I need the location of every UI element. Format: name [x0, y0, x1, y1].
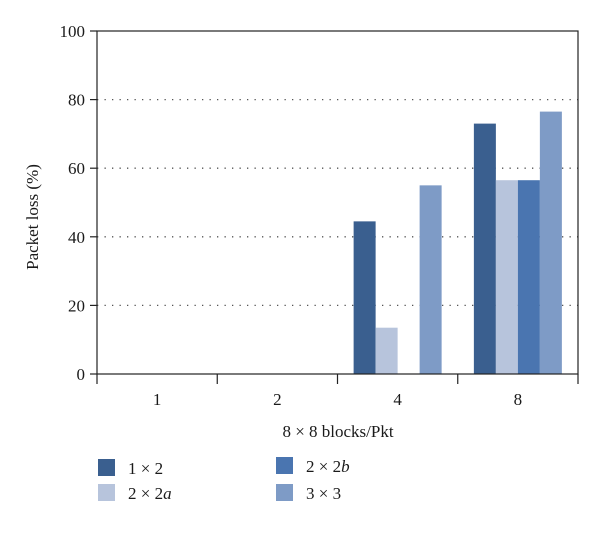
legend-swatch — [98, 484, 115, 501]
legend-label: 2 × 2a — [128, 484, 172, 503]
legend-swatch — [276, 484, 293, 501]
legend-swatch — [98, 459, 115, 476]
bar — [353, 221, 376, 374]
x-tick-label: 4 — [393, 390, 402, 409]
y-tick-label: 100 — [60, 22, 86, 41]
grid-lines — [97, 98, 578, 307]
y-axis-label: Packet loss (%) — [23, 164, 42, 270]
bar — [375, 327, 398, 374]
legend-label: 3 × 3 — [306, 484, 341, 503]
legend-label: 2 × 2b — [306, 457, 350, 476]
bar — [495, 180, 518, 374]
x-axis-label: 8 × 8 blocks/Pkt — [282, 422, 393, 441]
x-tick-labels: 1 2 4 8 — [153, 390, 522, 409]
y-tick-label: 20 — [68, 296, 85, 315]
y-tick-label: 60 — [68, 159, 85, 178]
x-tick-label: 2 — [273, 390, 282, 409]
bar — [517, 180, 540, 374]
bar — [473, 123, 496, 374]
bar — [419, 185, 442, 374]
legend-label: 1 × 2 — [128, 459, 163, 478]
y-tick-label: 0 — [77, 365, 86, 384]
legend: 1 × 2 2 × 2a 2 × 2b 3 × 3 — [98, 457, 350, 503]
y-tick-label: 80 — [68, 91, 85, 110]
x-tick-label: 1 — [153, 390, 162, 409]
axes — [90, 30, 579, 384]
y-tick-label: 40 — [68, 228, 85, 247]
bar — [539, 111, 562, 374]
x-tick-label: 8 — [514, 390, 523, 409]
bars — [353, 111, 562, 374]
legend-swatch — [276, 457, 293, 474]
y-tick-labels: 0 20 40 60 80 100 — [60, 22, 86, 384]
